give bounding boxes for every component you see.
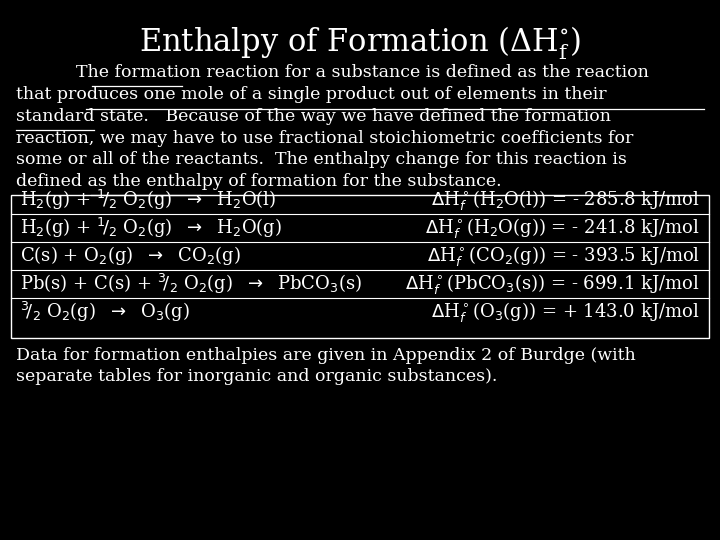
Text: standard state.   Because of the way we have defined the formation: standard state. Because of the way we ha… [16, 108, 611, 125]
Text: H$_2$(g) + $^1\!/_2$ O$_2$(g)  $\rightarrow$  H$_2$O(l): H$_2$(g) + $^1\!/_2$ O$_2$(g) $\rightarr… [20, 188, 276, 212]
Text: H$_2$(g) + $^1\!/_2$ O$_2$(g)  $\rightarrow$  H$_2$O(g): H$_2$(g) + $^1\!/_2$ O$_2$(g) $\rightarr… [20, 216, 282, 240]
Text: Enthalpy of Formation ($\mathregular{\Delta}$H$\mathregular{^{\circ}_{f}}$): Enthalpy of Formation ($\mathregular{\De… [139, 24, 581, 62]
Text: $\Delta$H$^\circ_f$(O$_3$(g)) = + 143.0 kJ/mol: $\Delta$H$^\circ_f$(O$_3$(g)) = + 143.0 … [431, 300, 700, 324]
Text: Data for formation enthalpies are given in Appendix 2 of Burdge (with: Data for formation enthalpies are given … [16, 347, 636, 363]
Text: $\Delta$H$^\circ_f$(CO$_2$(g)) = - 393.5 kJ/mol: $\Delta$H$^\circ_f$(CO$_2$(g)) = - 393.5… [426, 244, 700, 268]
Text: C(s) + O$_2$(g)  $\rightarrow$  CO$_2$(g): C(s) + O$_2$(g) $\rightarrow$ CO$_2$(g) [20, 245, 241, 267]
Text: separate tables for inorganic and organic substances).: separate tables for inorganic and organi… [16, 368, 498, 385]
Text: $\Delta$H$^\circ_f$(PbCO$_3$(s)) = - 699.1 kJ/mol: $\Delta$H$^\circ_f$(PbCO$_3$(s)) = - 699… [405, 272, 700, 296]
Text: some or all of the reactants.  The enthalpy change for this reaction is: some or all of the reactants. The enthal… [16, 151, 626, 168]
Text: The formation reaction for a substance is defined as the reaction: The formation reaction for a substance i… [54, 64, 649, 80]
Text: $\Delta$H$^\circ_f$(H$_2$O(l)) = - 285.8 kJ/mol: $\Delta$H$^\circ_f$(H$_2$O(l)) = - 285.8… [431, 188, 700, 212]
Text: $\Delta$H$^\circ_f$(H$_2$O(g)) = - 241.8 kJ/mol: $\Delta$H$^\circ_f$(H$_2$O(g)) = - 241.8… [426, 216, 700, 240]
Text: that produces one mole of a single product out of elements in their: that produces one mole of a single produ… [16, 86, 606, 103]
Text: Pb(s) + C(s) + $^3\!/_2$ O$_2$(g)  $\rightarrow$  PbCO$_3$(s): Pb(s) + C(s) + $^3\!/_2$ O$_2$(g) $\righ… [20, 272, 362, 296]
Text: reaction, we may have to use fractional stoichiometric coefficients for: reaction, we may have to use fractional … [16, 130, 633, 146]
Text: defined as the enthalpy of formation for the substance.: defined as the enthalpy of formation for… [16, 173, 501, 190]
Text: $^3\!/_2$ O$_2$(g)  $\rightarrow$  O$_3$(g): $^3\!/_2$ O$_2$(g) $\rightarrow$ O$_3$(g… [20, 300, 190, 324]
